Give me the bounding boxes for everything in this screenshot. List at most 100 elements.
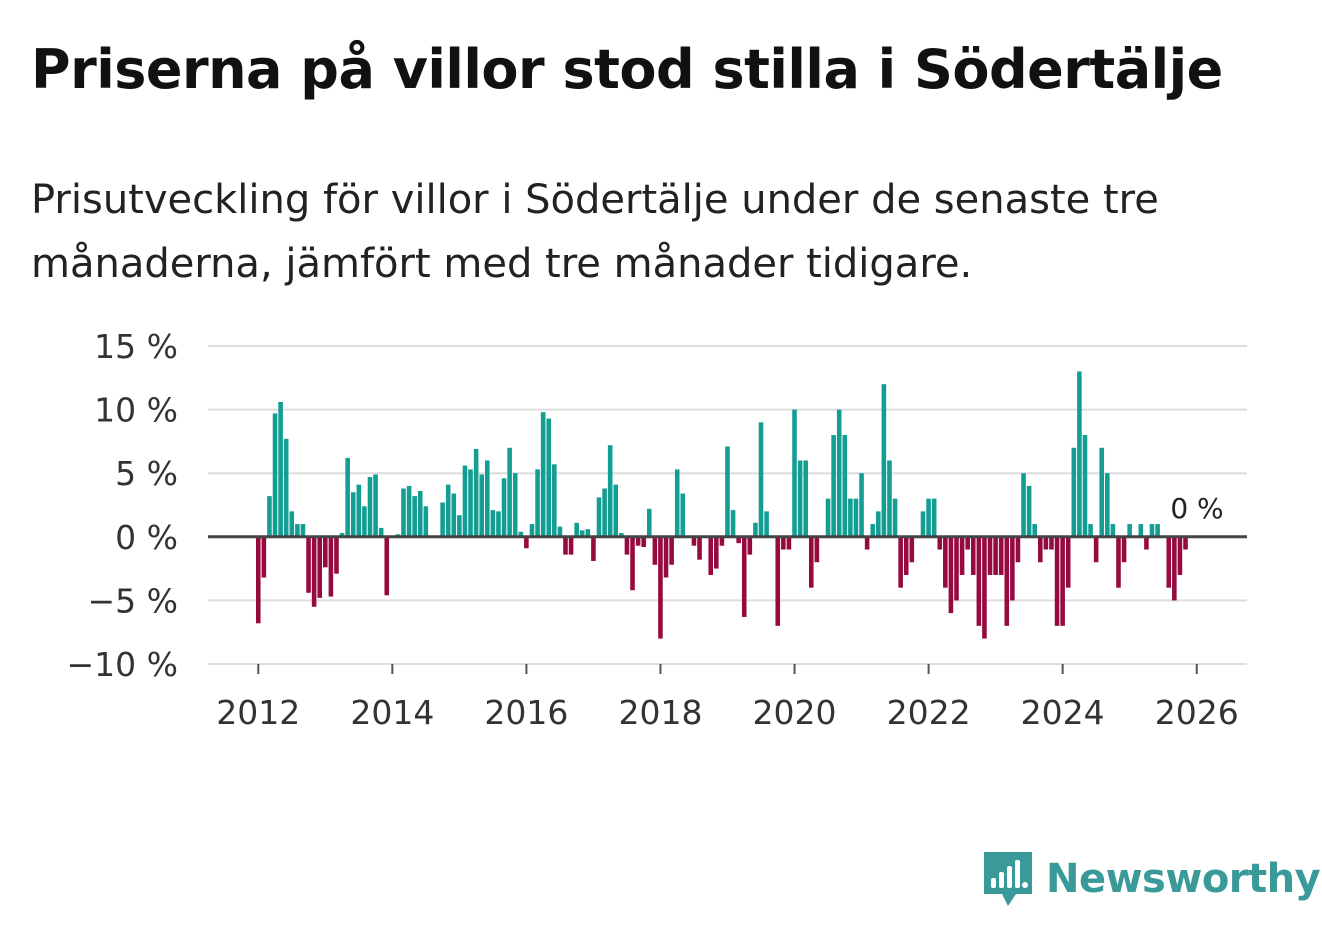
bar: [792, 409, 797, 537]
bar: [1032, 524, 1037, 537]
bar: [1138, 524, 1144, 537]
bar: [311, 536, 317, 607]
bar: [887, 460, 892, 537]
bar: [747, 536, 753, 555]
bar: [574, 522, 579, 537]
y-tick-label: 0 %: [115, 518, 178, 557]
bar: [552, 464, 557, 537]
chart-title: Priserna på villor stod stilla i Södertä…: [31, 38, 1223, 101]
bar: [468, 469, 473, 537]
x-tick-label: 2024: [1021, 693, 1105, 732]
bar: [451, 493, 457, 537]
bar: [1038, 536, 1043, 563]
x-axis: 2012 2014 2016 2018 2020 2022 2024 2026: [216, 664, 1239, 732]
bar: [842, 435, 848, 537]
bar: [1183, 536, 1188, 550]
bar: [485, 460, 490, 537]
bar: [1082, 435, 1088, 537]
bar: [289, 511, 295, 537]
bar: [1149, 524, 1155, 537]
bar: [1060, 536, 1065, 626]
bar: [758, 422, 764, 537]
bar: [719, 536, 725, 546]
x-tick-label: 2022: [887, 693, 971, 732]
bar: [630, 536, 635, 591]
bar: [965, 536, 970, 550]
bar: [417, 491, 423, 537]
bar: [931, 498, 937, 537]
bar: [255, 536, 261, 624]
bar: [602, 488, 607, 537]
bar: [903, 536, 909, 575]
bar: [909, 536, 915, 563]
bar: [652, 536, 658, 565]
bar: [831, 435, 836, 537]
bar: [998, 536, 1004, 575]
bar: [624, 536, 630, 555]
bar: [596, 497, 602, 537]
bar: [753, 522, 758, 537]
bar: [512, 473, 518, 537]
bar: [412, 496, 417, 537]
bar: [479, 474, 484, 537]
bar: [373, 474, 378, 537]
bar: [1172, 536, 1177, 601]
bar: [937, 536, 943, 550]
bar: [267, 496, 272, 537]
bar: [898, 536, 903, 588]
bar: [613, 484, 619, 537]
bar: [295, 524, 300, 537]
bar: [786, 536, 792, 550]
bar: [261, 536, 267, 578]
bar: [881, 384, 887, 537]
bar: [730, 510, 736, 537]
bar: [1110, 524, 1116, 537]
bar: [345, 457, 350, 537]
bar: [1093, 536, 1099, 563]
bar: [1043, 536, 1049, 550]
y-tick-label: 10 %: [94, 391, 178, 430]
bar: [272, 413, 278, 537]
bar: [462, 465, 468, 537]
bar: [378, 527, 384, 537]
bar: [663, 536, 669, 578]
bar: [546, 418, 552, 537]
bar: [775, 536, 781, 626]
bar: [641, 536, 646, 547]
bar: [976, 536, 982, 626]
bar: [808, 536, 814, 588]
bar: [848, 498, 853, 537]
bar: [473, 449, 479, 537]
bar: [535, 469, 540, 537]
bar: [445, 484, 451, 537]
bar: [1177, 536, 1183, 575]
bar: [982, 536, 987, 639]
bar: [339, 532, 345, 537]
bar: [781, 536, 786, 550]
bar: [1105, 473, 1110, 537]
bar: [853, 498, 859, 537]
bar: [943, 536, 948, 588]
bar: [954, 536, 959, 601]
bar: [328, 536, 334, 597]
bar: [568, 536, 574, 555]
bar: [1099, 447, 1105, 537]
bar: [362, 506, 367, 537]
bar: [1026, 485, 1032, 537]
bar: [1004, 536, 1010, 626]
bar: [993, 536, 998, 575]
y-tick-label: −10 %: [67, 645, 179, 684]
bar: [367, 477, 373, 537]
bar: [987, 536, 993, 575]
latest-value-label: 0 %: [1170, 492, 1223, 525]
bar: [591, 536, 596, 561]
x-tick-label: 2016: [484, 693, 568, 732]
bar: [323, 536, 328, 568]
bar: [635, 536, 641, 546]
bar: [496, 511, 501, 537]
bar: [440, 502, 445, 537]
bar: [1015, 536, 1021, 563]
x-tick-label: 2018: [618, 693, 702, 732]
y-tick-label: −5 %: [88, 581, 179, 620]
